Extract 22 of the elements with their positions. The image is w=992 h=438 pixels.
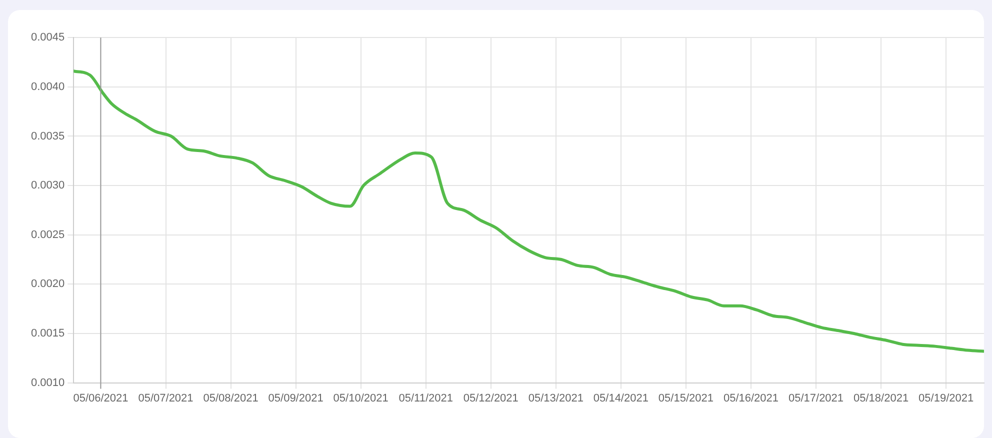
y-tick-label: 0.0020 [30,278,65,290]
x-tick-label: 05/14/2021 [593,392,648,404]
y-tick-label: 0.0015 [30,328,65,340]
x-tick-label: 05/11/2021 [398,392,453,404]
x-tick-label: 05/19/2021 [918,392,974,404]
x-tick-label: 05/10/2021 [333,392,388,404]
y-tick-label: 0.0030 [30,180,65,192]
x-tick-label: 05/13/2021 [528,392,584,404]
y-tick-label: 0.0040 [30,80,65,93]
x-tick-label: 05/07/2021 [138,392,194,404]
x-tick-label: 05/12/2021 [463,392,518,404]
x-tick-label: 05/15/2021 [658,392,714,404]
x-tick-label: 05/16/2021 [723,392,779,404]
y-tick-label: 0.0035 [30,130,65,142]
x-tick-label: 05/17/2021 [788,392,844,404]
y-tick-label: 0.0045 [30,32,65,44]
x-tick-label: 05/18/2021 [854,392,909,404]
y-tick-label: 0.0025 [30,228,65,241]
x-tick-label: 05/08/2021 [203,392,258,404]
x-tick-label: 05/06/2021 [73,392,128,404]
x-tick-label: 05/09/2021 [268,392,324,404]
y-tick-label: 0.0010 [30,376,65,389]
